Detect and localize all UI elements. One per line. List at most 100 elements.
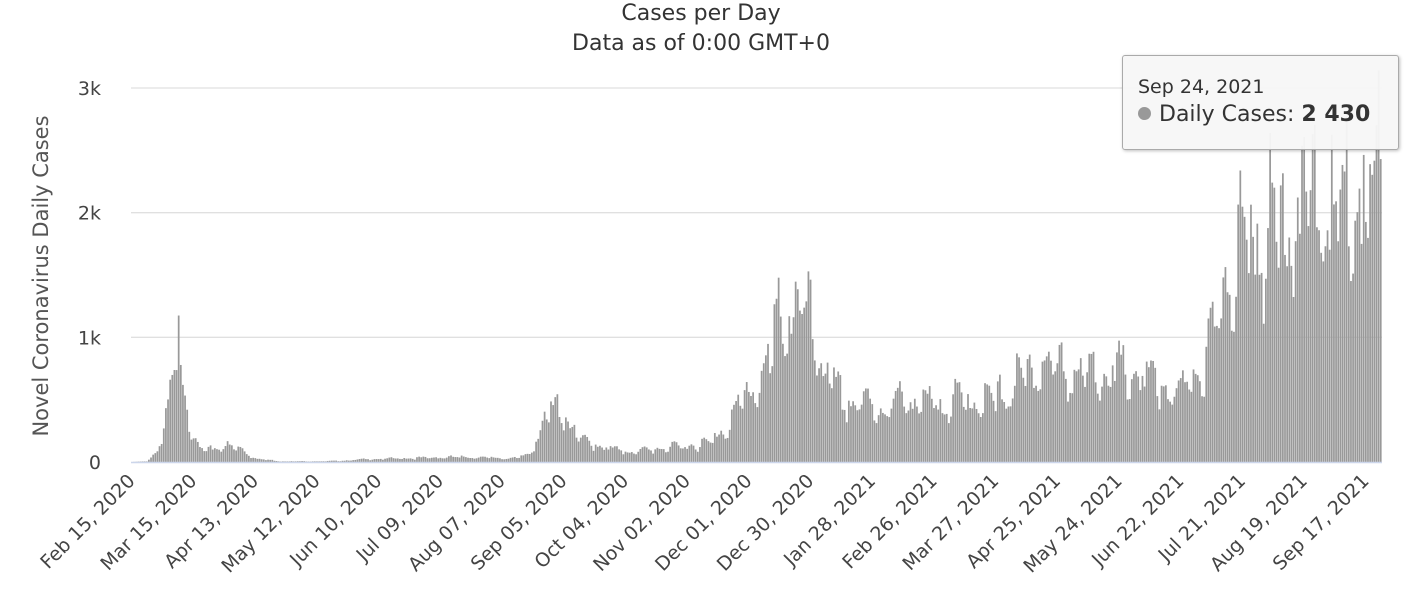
bar[interactable] — [413, 459, 416, 462]
bar[interactable] — [1250, 204, 1252, 463]
bar[interactable] — [1275, 241, 1278, 462]
bar[interactable] — [867, 388, 869, 462]
bar[interactable] — [673, 441, 676, 462]
bar[interactable] — [692, 445, 695, 462]
bar[interactable] — [1324, 246, 1327, 462]
bar[interactable] — [456, 457, 459, 462]
bar[interactable] — [182, 384, 184, 462]
bar[interactable] — [156, 451, 159, 462]
bar[interactable] — [660, 448, 663, 462]
bar[interactable] — [301, 461, 303, 462]
bar[interactable] — [630, 452, 633, 462]
bar[interactable] — [916, 406, 918, 462]
bar[interactable] — [688, 445, 691, 462]
bar[interactable] — [173, 370, 176, 462]
bar[interactable] — [296, 461, 299, 462]
bar[interactable] — [273, 460, 276, 462]
bar[interactable] — [1062, 371, 1065, 462]
bar[interactable] — [524, 454, 527, 462]
bar[interactable] — [1067, 401, 1069, 462]
bar[interactable] — [196, 441, 199, 462]
bar[interactable] — [1128, 399, 1131, 462]
bar[interactable] — [452, 456, 454, 462]
bar[interactable] — [1345, 115, 1348, 462]
bar[interactable] — [1122, 345, 1125, 462]
bar[interactable] — [384, 458, 386, 462]
bar[interactable] — [635, 454, 637, 462]
bar[interactable] — [316, 461, 318, 462]
bar[interactable] — [1260, 272, 1263, 462]
bar[interactable] — [784, 356, 786, 462]
bar[interactable] — [1341, 164, 1344, 462]
bar[interactable] — [369, 460, 372, 462]
bar[interactable] — [1288, 237, 1291, 462]
bar[interactable] — [265, 460, 267, 462]
bar[interactable] — [1326, 230, 1329, 462]
bar[interactable] — [199, 447, 201, 462]
bar[interactable] — [743, 390, 746, 462]
bar[interactable] — [645, 447, 648, 462]
bar[interactable] — [775, 298, 778, 462]
bar[interactable] — [1216, 325, 1218, 462]
bar[interactable] — [1224, 267, 1227, 462]
bar[interactable] — [507, 458, 510, 462]
bar[interactable] — [1030, 367, 1033, 462]
bar[interactable] — [686, 448, 689, 462]
bar[interactable] — [820, 363, 823, 462]
bar[interactable] — [186, 409, 189, 462]
bar[interactable] — [801, 314, 803, 462]
bar[interactable] — [1258, 274, 1261, 462]
bar[interactable] — [324, 461, 327, 462]
bar[interactable] — [805, 301, 808, 462]
bar[interactable] — [573, 424, 576, 462]
bar[interactable] — [592, 450, 595, 462]
bar[interactable] — [941, 413, 944, 462]
bar[interactable] — [188, 431, 191, 462]
bar[interactable] — [1296, 197, 1299, 462]
bar[interactable] — [999, 374, 1001, 462]
bar[interactable] — [752, 392, 754, 462]
bar[interactable] — [1377, 70, 1380, 462]
bar[interactable] — [1164, 385, 1167, 462]
bar[interactable] — [345, 460, 348, 462]
bar[interactable] — [543, 411, 546, 462]
bar[interactable] — [396, 458, 399, 462]
bar[interactable] — [590, 445, 593, 462]
bar[interactable] — [643, 446, 646, 462]
bar[interactable] — [233, 449, 235, 462]
bar[interactable] — [1369, 164, 1371, 463]
bar[interactable] — [1356, 212, 1359, 462]
bar[interactable] — [350, 460, 352, 462]
bar[interactable] — [360, 458, 363, 462]
bar[interactable] — [577, 441, 580, 462]
bar[interactable] — [745, 382, 748, 462]
bar[interactable] — [1090, 353, 1093, 462]
bar[interactable] — [699, 447, 701, 462]
bar[interactable] — [145, 461, 148, 462]
bar[interactable] — [954, 378, 957, 462]
bar[interactable] — [1350, 281, 1352, 462]
bar[interactable] — [958, 382, 961, 462]
bar[interactable] — [718, 434, 720, 462]
bar[interactable] — [652, 453, 654, 462]
bar[interactable] — [960, 392, 963, 462]
bar[interactable] — [771, 366, 774, 462]
bar[interactable] — [1209, 307, 1212, 462]
bar[interactable] — [899, 381, 901, 462]
bar[interactable] — [1286, 266, 1288, 462]
bar[interactable] — [596, 446, 599, 462]
bar[interactable] — [503, 459, 506, 462]
bar[interactable] — [669, 446, 672, 462]
bar[interactable] — [862, 391, 865, 462]
bar[interactable] — [947, 423, 950, 462]
bar[interactable] — [905, 413, 908, 462]
bar[interactable] — [1005, 408, 1008, 462]
bar[interactable] — [854, 405, 857, 462]
bar[interactable] — [1233, 331, 1235, 462]
bar[interactable] — [471, 458, 474, 462]
bar[interactable] — [390, 457, 393, 462]
bar[interactable] — [513, 456, 516, 462]
bar[interactable] — [1126, 399, 1129, 462]
bar[interactable] — [833, 367, 835, 462]
bar[interactable] — [1022, 377, 1025, 462]
